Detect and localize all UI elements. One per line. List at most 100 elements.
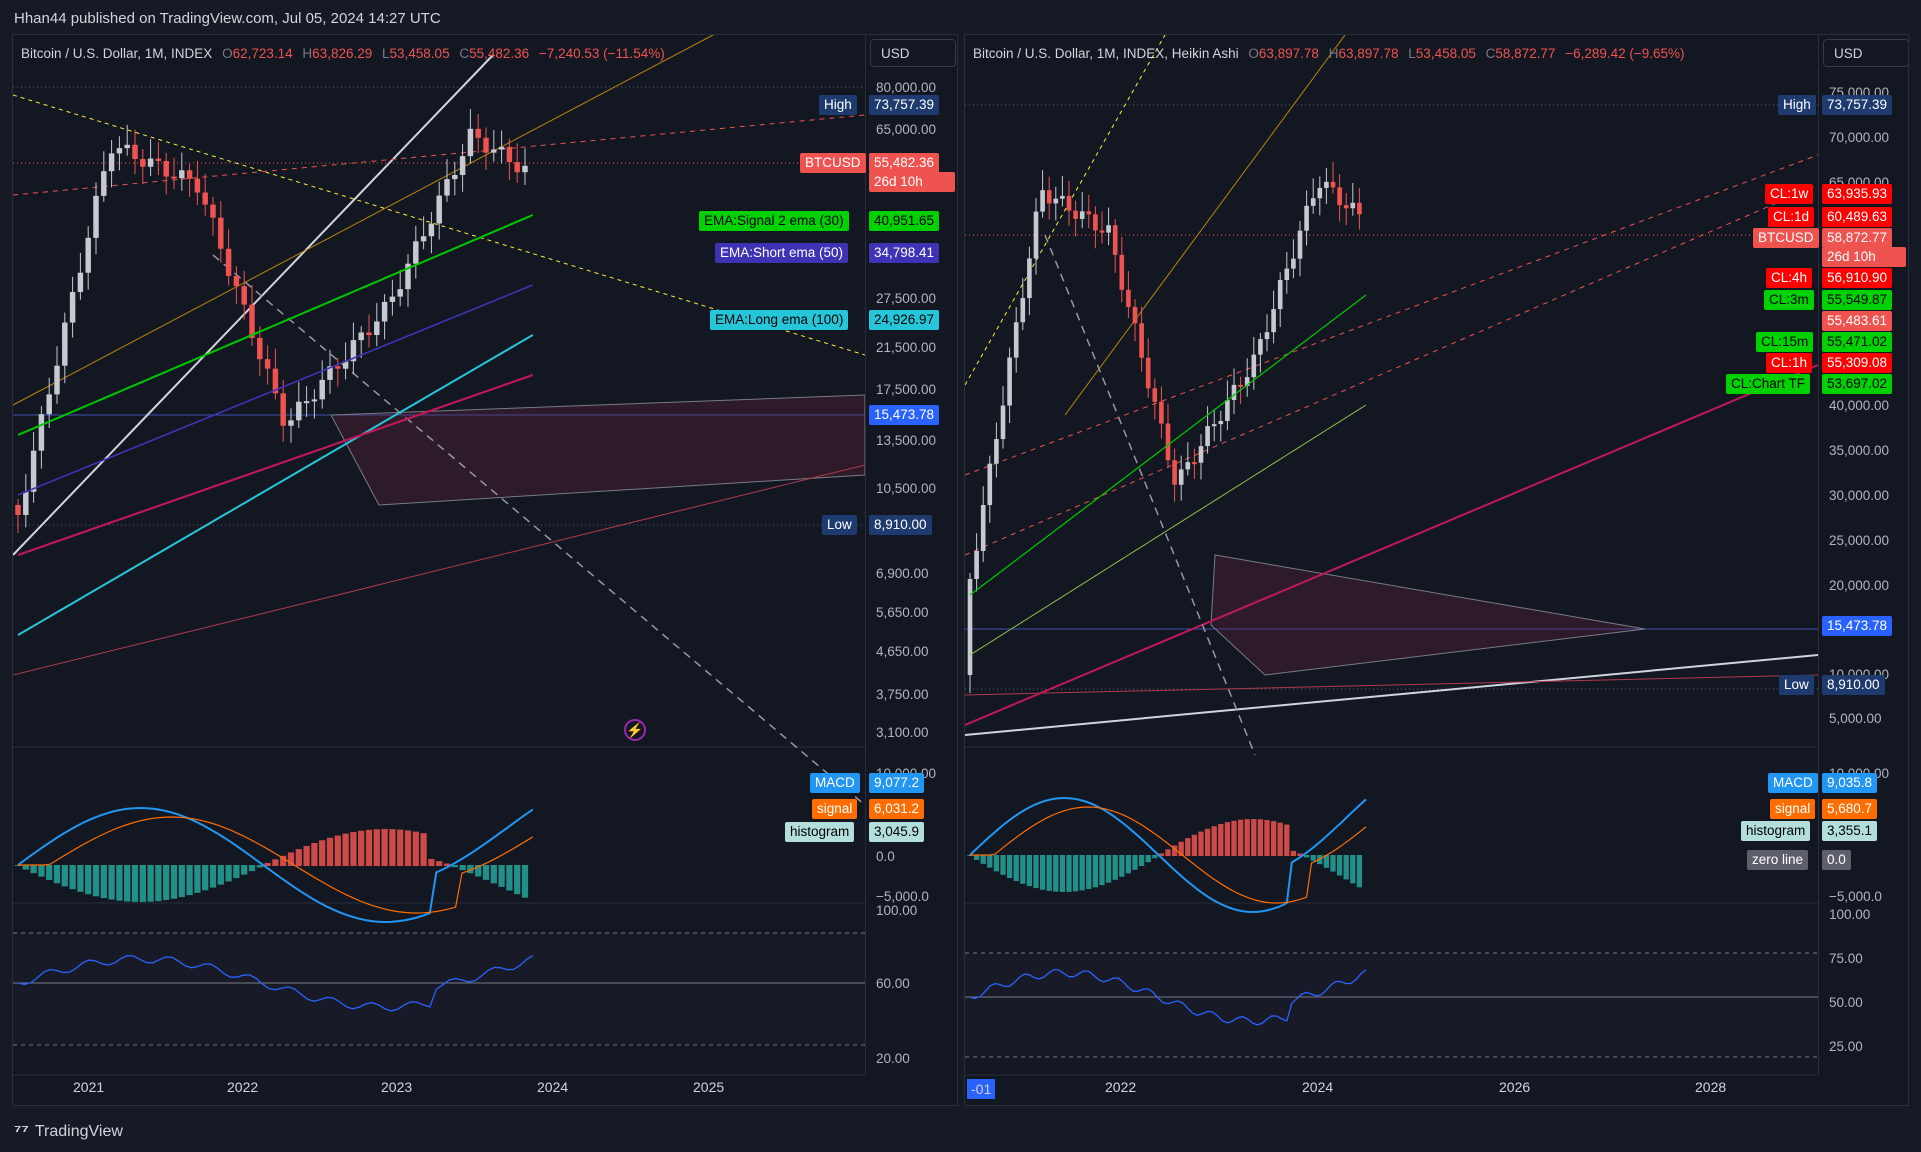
right-cl1h-value: 55,309.08 — [1822, 353, 1893, 373]
macd-histogram-bar — [194, 865, 201, 893]
candle-body — [210, 204, 216, 218]
left-level-value: 15,473.78 — [869, 405, 940, 425]
candle-body — [23, 491, 29, 515]
right-high-value: 73,757.39 — [1822, 95, 1893, 115]
candle-body — [132, 144, 138, 159]
candle-body — [1264, 332, 1270, 340]
macd-histogram-bar — [1053, 855, 1059, 892]
ema-line — [969, 294, 1367, 596]
macd-histogram-bar — [1277, 822, 1283, 856]
candle-body — [1343, 205, 1349, 209]
macd-histogram-bar — [1006, 855, 1013, 879]
right-btcusd-countdown: 26d 10h — [1822, 247, 1906, 267]
macd-histogram-bar — [1231, 820, 1237, 856]
macd-histogram-bar — [358, 830, 365, 866]
left-close: 55,482.36 — [469, 46, 530, 61]
macd-histogram-bar — [163, 865, 170, 901]
left-signal-name: signal — [812, 799, 858, 819]
macd-histogram-bar — [412, 831, 419, 866]
right-change: −6,289.42 (−9.65%) — [1565, 46, 1685, 61]
left-macd-name: MACD — [810, 773, 860, 793]
rsi-tick: 50.00 — [1829, 995, 1863, 1010]
macd-histogram-bar — [1178, 841, 1184, 856]
trend-line — [965, 184, 1819, 556]
macd-histogram-bar — [1165, 849, 1171, 856]
macd-histogram-bar — [1270, 821, 1277, 856]
macd-histogram-bar — [373, 829, 380, 866]
right-chart-canvas[interactable] — [965, 35, 1909, 1106]
candle-body — [1198, 446, 1204, 463]
candle-body — [163, 160, 169, 177]
left-histogram-value: 3,045.9 — [869, 822, 925, 842]
candle-body — [350, 340, 357, 362]
macd-line — [17, 806, 534, 924]
candle-body — [467, 128, 474, 157]
right-low: 53,458.05 — [1415, 46, 1476, 61]
macd-histogram-bar — [225, 865, 232, 882]
candle-body — [366, 332, 372, 336]
left-ema30-name: EMA:Signal 2 ema (30) — [699, 211, 849, 231]
macd-histogram-bar — [1059, 855, 1066, 892]
macd-histogram-bar — [987, 855, 993, 868]
left-currency-button[interactable]: USD — [870, 39, 956, 67]
macd-histogram-bar — [1125, 855, 1132, 874]
macd-histogram-bar — [1224, 822, 1231, 856]
macd-histogram-bar — [459, 865, 466, 871]
left-price-axis[interactable]: USD 80,000.00 65,000.00 27,500.00 21,500… — [865, 35, 957, 1075]
macd-histogram-bar — [428, 858, 435, 866]
macd-histogram-bar — [1204, 828, 1211, 856]
candle-body — [342, 361, 349, 369]
macd-histogram-bar — [1039, 855, 1046, 890]
flash-icon[interactable]: ⚡ — [624, 719, 646, 741]
left-chart-canvas[interactable] — [13, 35, 958, 1106]
left-low-value: 8,910.00 — [869, 515, 932, 535]
right-x-tick: 2022 — [1105, 1079, 1137, 1095]
candle-body — [1152, 388, 1158, 402]
candle-body — [1139, 323, 1144, 358]
candle-body — [1357, 202, 1362, 215]
candle-body — [1304, 205, 1309, 231]
macd-line — [969, 796, 1367, 914]
right-symbol-name: Bitcoin / U.S. Dollar, 1M, INDEX, Heikin… — [973, 46, 1239, 61]
macd-histogram-bar — [241, 865, 248, 875]
candle-body — [54, 365, 60, 395]
candle-body — [1033, 211, 1039, 259]
candle-body — [1073, 210, 1078, 219]
trend-line — [212, 254, 866, 806]
right-histogram-value: 3,355.1 — [1822, 821, 1878, 841]
candle-body — [1284, 268, 1290, 281]
candle-body — [420, 236, 427, 242]
candle-body — [62, 322, 68, 366]
candle-body — [179, 170, 185, 179]
macd-histogram-bar — [1079, 855, 1085, 891]
macd-histogram-bar — [506, 865, 513, 891]
right-currency-button[interactable]: USD — [1823, 39, 1908, 67]
macd-histogram-bar — [1237, 819, 1244, 856]
macd-histogram-bar — [303, 845, 310, 866]
candle-body — [147, 158, 154, 167]
candle-body — [514, 162, 520, 173]
ema-line — [17, 214, 534, 436]
left-chart-panel[interactable]: Bitcoin / U.S. Dollar, 1M, INDEX O62,723… — [12, 34, 958, 1106]
candle-body — [15, 505, 21, 515]
candle-body — [1060, 195, 1065, 199]
macd-histogram-bar — [389, 829, 396, 866]
right-chart-panel[interactable]: Bitcoin / U.S. Dollar, 1M, INDEX, Heikin… — [964, 34, 1909, 1106]
tradingview-brand[interactable]: ⁷⁷ TradingView — [14, 1121, 123, 1142]
macd-histogram-bar — [100, 865, 107, 899]
candle-body — [1112, 225, 1118, 255]
macd-histogram-bar — [1244, 819, 1250, 856]
macd-histogram-bar — [186, 865, 193, 896]
left-histogram-name: histogram — [785, 822, 855, 842]
macd-tick: 0.0 — [876, 849, 895, 864]
candle-body — [397, 289, 403, 297]
macd-histogram-bar — [22, 865, 29, 870]
candle-body — [335, 366, 341, 369]
right-histogram-name: histogram — [1741, 821, 1811, 841]
macd-histogram-bar — [1251, 819, 1257, 856]
right-price-axis[interactable]: USD 75,000.00 70,000.00 65,000.00 40,000… — [1818, 35, 1908, 1075]
macd-histogram-bar — [365, 829, 373, 866]
candle-body — [436, 195, 442, 224]
macd-histogram-bar — [178, 865, 185, 898]
macd-histogram-bar — [14, 865, 22, 866]
